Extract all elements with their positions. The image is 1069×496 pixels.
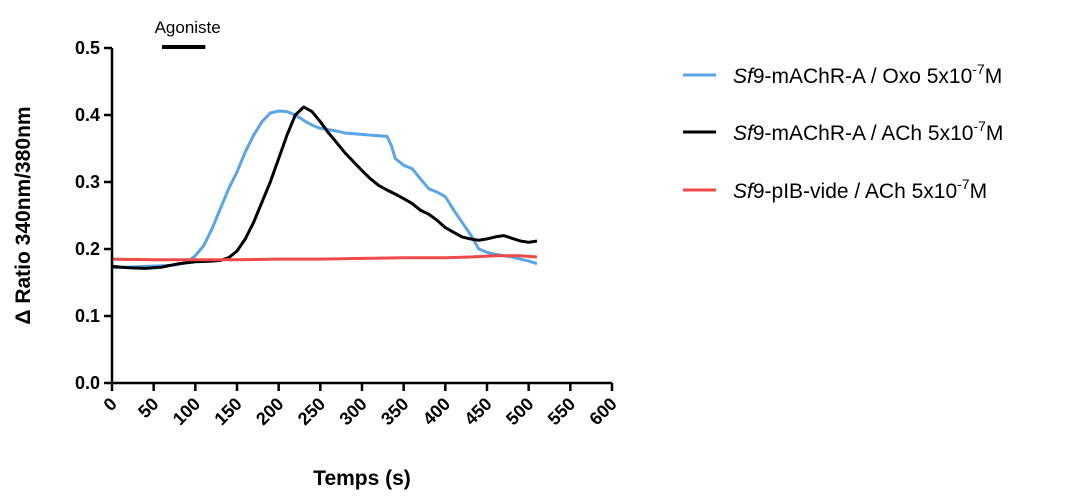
y-tick-label: 0.1	[75, 306, 100, 326]
axes-group	[110, 48, 612, 385]
series-line-2	[111, 254, 538, 262]
legend-label: Sf9-mAChR-A / Oxo 5x10-7M	[733, 61, 1002, 88]
legend-label: Sf9-mAChR-A / ACh 5x10-7M	[733, 118, 1003, 145]
y-tick-label: 0.5	[75, 38, 100, 58]
x-tick-label: 600	[585, 394, 620, 429]
y-axis-title: Δ Ratio 340nm/380nm	[12, 106, 35, 324]
legend-text-part: 9-pIB-vide / ACh 5x10	[753, 180, 957, 203]
x-tick-label: 500	[502, 394, 537, 429]
x-tick-label: 100	[169, 394, 204, 429]
legend-unit: M	[970, 180, 988, 203]
legend-unit: M	[985, 65, 1003, 88]
series-line-0	[111, 109, 538, 270]
y-tick-label: 0.4	[75, 105, 100, 125]
legend-exponent: -7	[973, 118, 986, 134]
x-tick-label: 350	[377, 394, 412, 429]
legend-text-part: 9-mAChR-A / Oxo 5x10	[753, 65, 972, 88]
legend-exponent: -7	[957, 176, 970, 192]
x-tick-label: 50	[134, 394, 162, 422]
y-tick-label: 0.2	[75, 239, 100, 259]
legend-text-part: 9-mAChR-A / ACh 5x10	[753, 122, 974, 145]
x-tick-label: 0	[100, 394, 121, 415]
x-tick-label: 200	[252, 394, 287, 429]
legend-label: Sf9-pIB-vide / ACh 5x10-7M	[733, 176, 987, 203]
legend-italic-part: Sf	[733, 180, 755, 203]
x-tick-label: 250	[294, 394, 329, 429]
x-tick-label: 550	[544, 394, 579, 429]
series-line-1	[111, 105, 538, 270]
series-group	[111, 105, 538, 270]
x-tick-label: 150	[210, 394, 245, 429]
x-axis-title: Temps (s)	[313, 467, 411, 490]
y-tick-label: 0.3	[75, 172, 100, 192]
legend-italic-part: Sf	[733, 122, 755, 145]
x-tick-label: 300	[335, 394, 370, 429]
agonist-label: Agoniste	[155, 18, 221, 37]
y-tick-label: 0.0	[75, 373, 100, 393]
legend-exponent: -7	[972, 61, 985, 77]
legend-unit: M	[986, 122, 1004, 145]
ticks-group: 0.00.10.20.30.40.50 50 100 150 200 250 300 350 4…	[75, 38, 621, 429]
agonist-annotation: Agoniste	[155, 18, 221, 49]
legend-italic-part: Sf	[733, 65, 755, 88]
x-tick-label: 450	[460, 394, 495, 429]
x-tick-label: 400	[419, 394, 454, 429]
